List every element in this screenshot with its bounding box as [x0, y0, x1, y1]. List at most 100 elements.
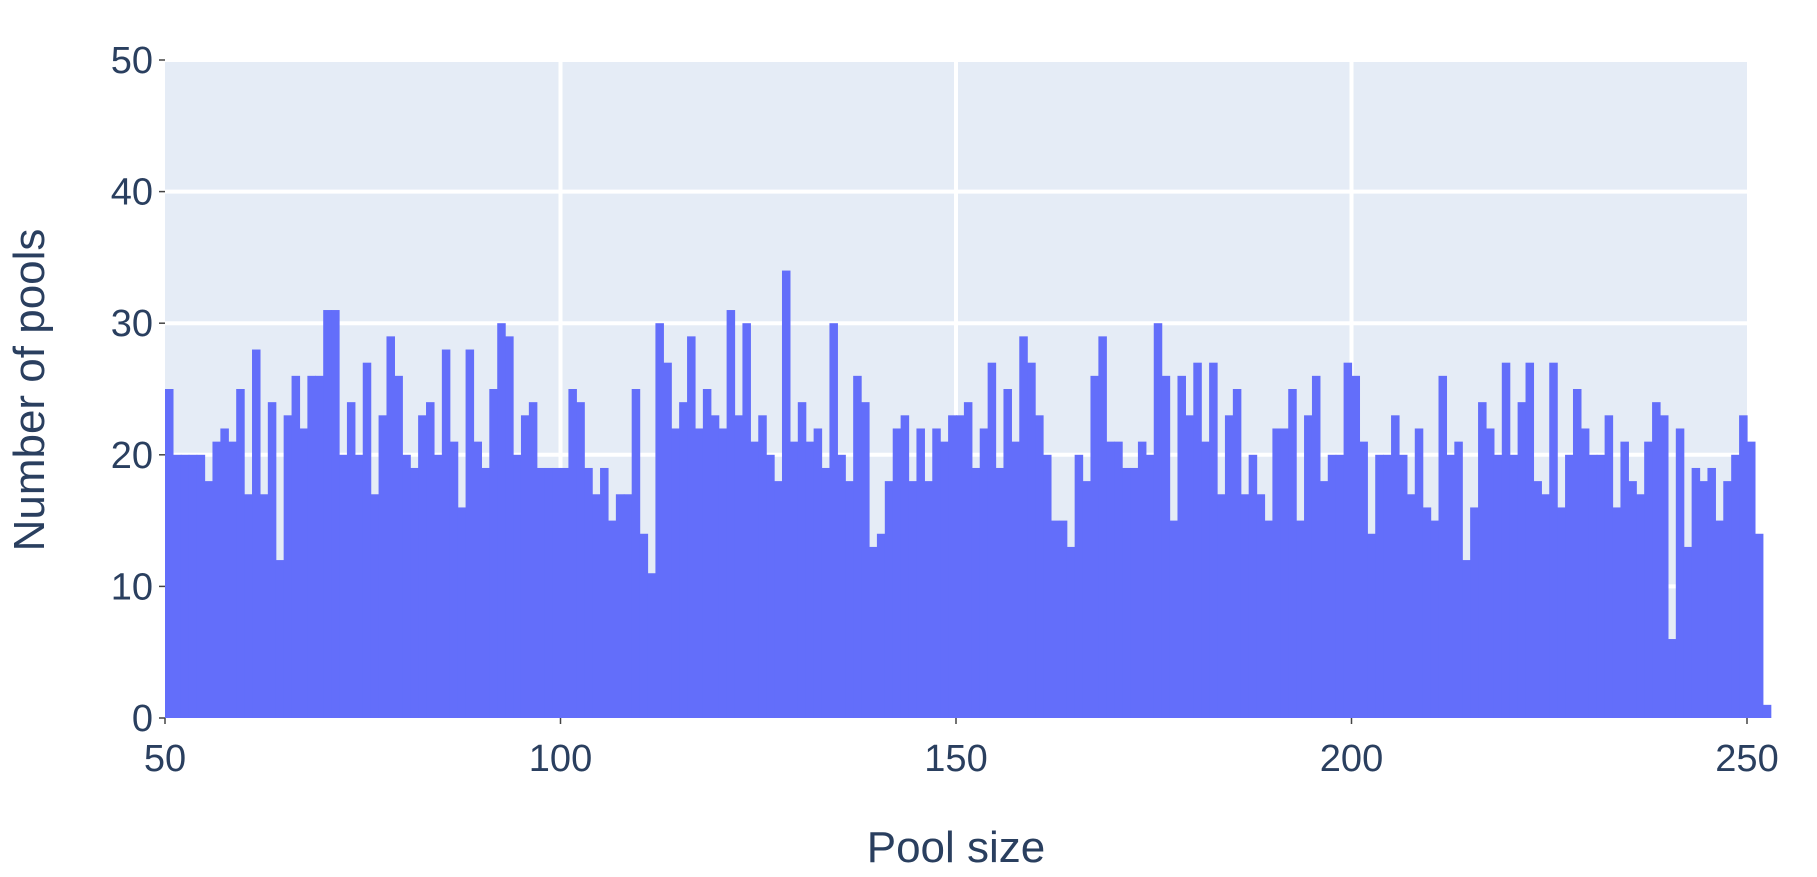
histogram-bar: [1209, 362, 1218, 718]
histogram-bar: [1715, 520, 1724, 718]
histogram-bar: [544, 467, 554, 718]
histogram-bar: [1462, 560, 1471, 718]
y-axis-title: Number of pools: [5, 229, 54, 552]
histogram-bar: [418, 415, 427, 718]
histogram-bar: [283, 415, 293, 718]
histogram-bar: [607, 520, 617, 718]
histogram-bar: [370, 494, 380, 718]
histogram-bar: [1541, 494, 1550, 718]
histogram-bar: [853, 375, 862, 718]
histogram-bar: [600, 467, 609, 718]
x-tick-label: 250: [1715, 738, 1778, 780]
histogram-bar: [339, 454, 348, 718]
histogram-bar: [1098, 336, 1107, 718]
histogram-bar: [1074, 454, 1084, 718]
histogram-bar: [948, 415, 957, 718]
histogram-bar: [1035, 415, 1044, 718]
histogram-bar: [1667, 639, 1677, 718]
histogram-bar: [718, 428, 728, 718]
histogram-bar: [1272, 428, 1281, 718]
histogram-bar: [465, 349, 475, 718]
histogram-bar: [1723, 481, 1732, 718]
histogram-bar: [386, 336, 395, 718]
bars: [165, 270, 1772, 718]
histogram-bar: [1620, 441, 1629, 718]
histogram-bar: [1422, 507, 1432, 718]
histogram-bar: [259, 494, 269, 718]
histogram-bar: [1683, 546, 1693, 718]
histogram-bar: [180, 454, 190, 718]
histogram-bar: [742, 323, 751, 718]
histogram-bar: [528, 402, 538, 718]
y-tick-label: 30: [111, 303, 153, 345]
histogram-bar: [892, 428, 902, 718]
histogram-bar: [1509, 454, 1519, 718]
histogram-bar: [615, 494, 625, 718]
histogram-bar: [267, 402, 277, 718]
histogram-bar: [1264, 520, 1273, 718]
histogram-bar: [1699, 481, 1709, 718]
histogram-bar: [1604, 415, 1614, 718]
histogram-bar: [236, 389, 245, 718]
histogram-bar: [513, 454, 522, 718]
y-tick-label: 0: [132, 698, 153, 740]
histogram-bar: [1675, 428, 1685, 718]
histogram-bar: [1636, 494, 1645, 718]
histogram-bar: [979, 428, 989, 718]
histogram-bar: [845, 481, 854, 718]
histogram-bar: [1628, 481, 1637, 718]
histogram-bar: [1122, 467, 1131, 718]
histogram-bar: [908, 481, 918, 718]
histogram-bar: [924, 481, 933, 718]
histogram-bar: [505, 336, 514, 718]
histogram-bar: [1707, 467, 1716, 718]
histogram-bar: [1691, 467, 1701, 718]
histogram-bar: [196, 454, 206, 718]
histogram-bar: [623, 494, 633, 718]
histogram-bar: [647, 573, 657, 718]
histogram-bar: [1130, 467, 1139, 718]
histogram-bar: [1256, 494, 1266, 718]
histogram-bar: [228, 441, 237, 718]
histogram-bar: [861, 402, 870, 718]
histogram-bar: [1478, 402, 1487, 718]
histogram-bar: [789, 441, 799, 718]
histogram-bar: [1493, 454, 1503, 718]
histogram-bar: [1003, 389, 1012, 718]
histogram-bar: [963, 402, 973, 718]
histogram-bar: [1177, 375, 1186, 718]
histogram-bar: [1201, 441, 1210, 718]
histogram-bar: [884, 481, 894, 718]
histogram-bar: [774, 481, 783, 718]
x-tick-labels: 50 100 150 200 250: [144, 718, 1779, 780]
histogram-bar: [702, 389, 712, 718]
histogram-bar: [1517, 402, 1527, 718]
histogram-bar: [536, 467, 546, 718]
histogram-bar: [1280, 428, 1289, 718]
histogram-bar: [433, 454, 443, 718]
histogram-bar: [220, 428, 229, 718]
histogram-bar: [489, 389, 498, 718]
histogram-bar: [1359, 441, 1368, 718]
histogram-bar: [1137, 441, 1147, 718]
histogram-bar: [275, 560, 285, 718]
x-tick-label: 100: [529, 738, 592, 780]
histogram-bar: [639, 533, 649, 718]
histogram-bar: [1525, 362, 1535, 718]
histogram-bar: [940, 441, 949, 718]
histogram-bar: [1319, 481, 1329, 718]
histogram-bar: [694, 428, 704, 718]
histogram-bar: [212, 441, 221, 718]
histogram-bar: [1232, 389, 1242, 718]
y-tick-label: 10: [111, 566, 153, 608]
histogram-bar: [1019, 336, 1028, 718]
histogram-bar: [1565, 454, 1574, 718]
histogram-bar: [1335, 454, 1345, 718]
histogram-bar: [568, 389, 577, 718]
histogram-bar: [1169, 520, 1179, 718]
histogram-bar: [1588, 454, 1598, 718]
histogram-bar: [655, 323, 664, 718]
histogram-bar: [1248, 454, 1258, 718]
